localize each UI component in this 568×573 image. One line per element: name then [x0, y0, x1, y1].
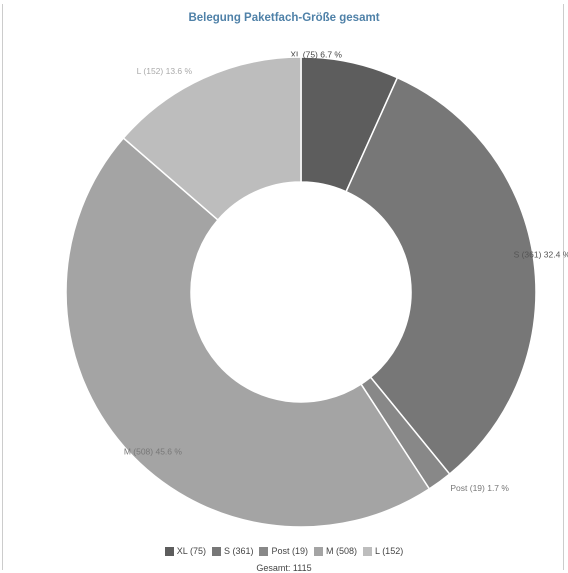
slice-s[interactable]: [345, 76, 537, 476]
legend-swatch: [363, 546, 373, 556]
chart-frame: [2, 4, 564, 570]
chart-legend: XL (75) S (361) Post (19) M (508) L (152): [0, 546, 568, 556]
legend-item-m[interactable]: M (508): [314, 546, 357, 556]
slice-label-post: Post (19) 1.7 %: [450, 483, 509, 493]
chart-total: Gesamt: 1115: [256, 563, 312, 573]
legend-label: Post (19): [271, 546, 308, 556]
legend-label: L (152): [375, 546, 404, 556]
slice-label-xl: XL (75) 6.7 %: [290, 49, 342, 59]
legend-item-xl[interactable]: XL (75): [164, 546, 206, 556]
slice-label-l: L (152) 13.6 %: [137, 66, 193, 76]
legend-item-s[interactable]: S (361): [211, 546, 254, 556]
legend-item-post[interactable]: Post (19): [259, 546, 308, 556]
slice-label-s: S (361) 32.4 %: [514, 249, 568, 259]
slice-m[interactable]: [65, 137, 431, 528]
legend-label: S (361): [223, 546, 254, 556]
legend-swatch: [211, 546, 221, 556]
legend-swatch: [259, 546, 269, 556]
legend-item-l[interactable]: L (152): [363, 546, 403, 556]
slice-label-m: M (508) 45.6 %: [124, 447, 183, 457]
legend-swatch: [314, 546, 323, 556]
legend-label: M (508): [326, 546, 358, 556]
slice-l[interactable]: [122, 56, 302, 222]
legend-label: XL (75): [176, 546, 206, 556]
legend-swatch: [164, 546, 174, 556]
chart-title: Belegung Paketfach-Größe gesamt: [188, 12, 380, 24]
